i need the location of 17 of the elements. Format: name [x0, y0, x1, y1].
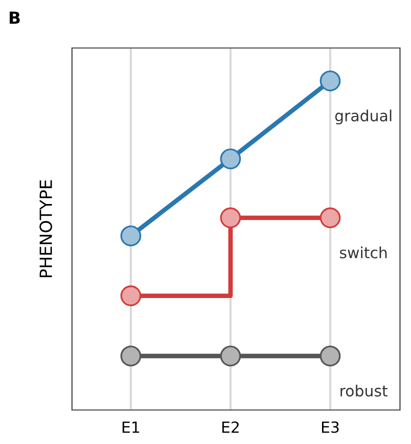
- point: [220, 207, 241, 228]
- series-label: switch: [340, 246, 387, 258]
- x-tick-label: E3: [322, 421, 339, 433]
- chart-title: B: [10, 12, 20, 24]
- point: [220, 148, 241, 170]
- x-tick-label: E1: [122, 422, 140, 433]
- point: [320, 70, 341, 92]
- x-tick-label: E2: [222, 421, 239, 433]
- point: [220, 346, 241, 366]
- point: [120, 285, 142, 306]
- point: [320, 346, 341, 366]
- series-label: gradual: [335, 110, 392, 124]
- y-axis-title: PHENOTYPE: [39, 180, 52, 278]
- series-label: robust: [340, 384, 388, 397]
- point: [120, 346, 142, 366]
- point: [120, 226, 142, 246]
- point: [320, 207, 341, 228]
